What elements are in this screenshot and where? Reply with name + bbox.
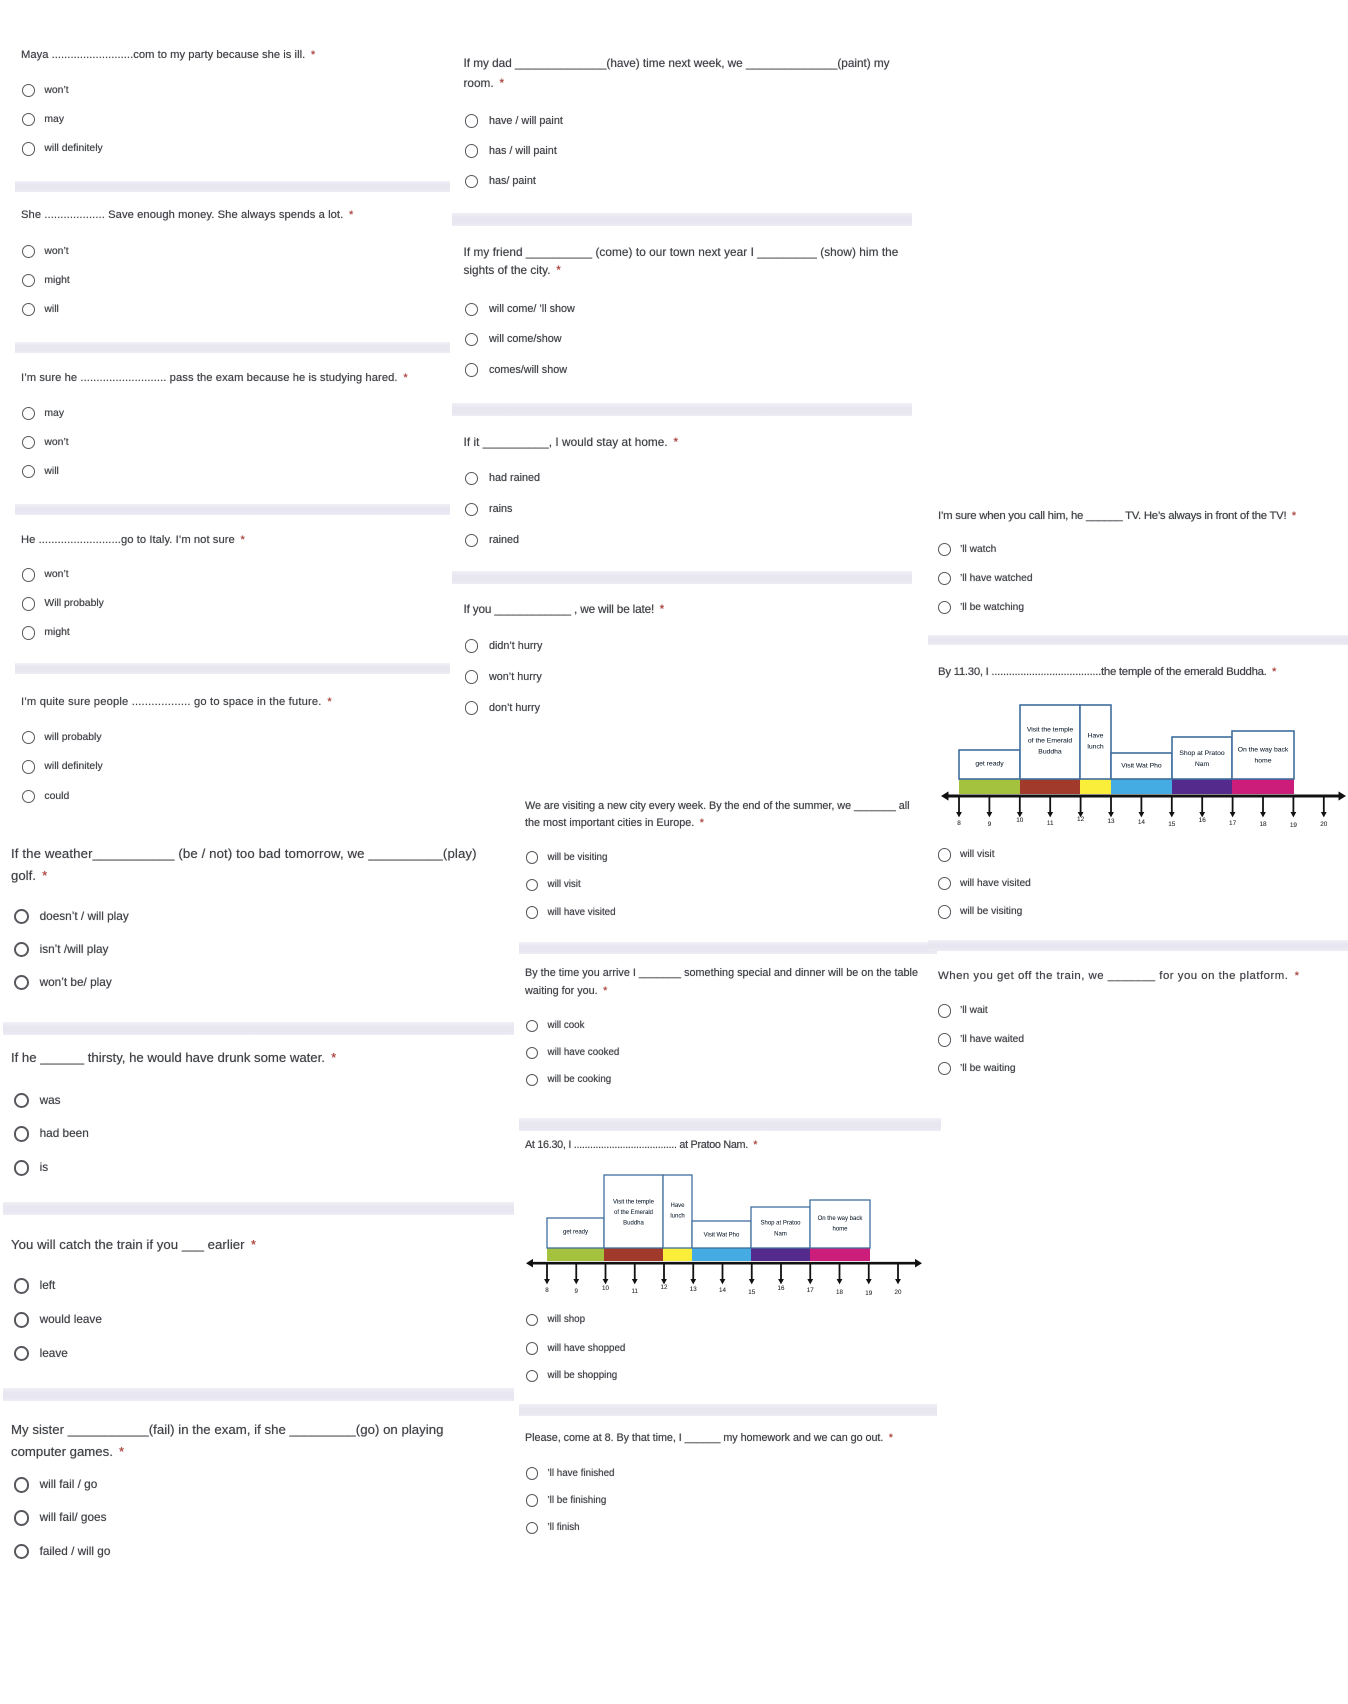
svg-text:8: 8: [545, 1287, 549, 1294]
svg-text:of the Emerald: of the Emerald: [614, 1210, 653, 1216]
svg-text:14: 14: [719, 1287, 726, 1294]
svg-text:Visit Wat Pho: Visit Wat Pho: [704, 1233, 740, 1239]
svg-text:9: 9: [575, 1288, 579, 1295]
svg-text:10: 10: [1016, 817, 1024, 824]
svg-text:Shop at Pratoo: Shop at Pratoo: [1179, 750, 1225, 757]
svg-text:15: 15: [748, 1289, 755, 1296]
svg-text:lunch: lunch: [1087, 744, 1103, 751]
svg-text:18: 18: [836, 1289, 843, 1296]
svg-text:Have: Have: [670, 1203, 685, 1209]
svg-text:home: home: [832, 1227, 848, 1233]
svg-text:19: 19: [865, 1290, 872, 1297]
svg-text:Visit the temple: Visit the temple: [613, 1200, 655, 1206]
svg-text:10: 10: [602, 1285, 609, 1292]
svg-text:11: 11: [1047, 820, 1054, 827]
svg-text:16: 16: [778, 1285, 785, 1292]
svg-text:lunch: lunch: [670, 1214, 684, 1220]
svg-text:On the way back: On the way back: [1238, 747, 1289, 754]
svg-text:9: 9: [988, 821, 992, 828]
svg-text:16: 16: [1199, 817, 1207, 824]
svg-text:Nam: Nam: [1195, 761, 1210, 768]
svg-text:Have: Have: [1088, 733, 1104, 740]
svg-text:15: 15: [1168, 821, 1176, 828]
svg-text:20: 20: [895, 1289, 902, 1296]
svg-text:On the way back: On the way back: [818, 1216, 864, 1222]
svg-text:Nam: Nam: [774, 1232, 787, 1238]
svg-text:Visit Wat Pho: Visit Wat Pho: [1121, 763, 1162, 770]
svg-text:12: 12: [661, 1284, 668, 1291]
svg-text:home: home: [1254, 758, 1271, 765]
svg-text:Buddha: Buddha: [623, 1221, 644, 1227]
svg-text:get ready: get ready: [975, 761, 1004, 768]
svg-text:get ready: get ready: [563, 1230, 588, 1236]
svg-text:13: 13: [1107, 818, 1115, 825]
svg-text:20: 20: [1320, 821, 1328, 828]
svg-text:19: 19: [1290, 822, 1298, 829]
svg-text:11: 11: [632, 1288, 639, 1295]
svg-text:Visit the temple: Visit the temple: [1027, 727, 1074, 734]
svg-text:17: 17: [1229, 820, 1237, 827]
svg-text:13: 13: [690, 1286, 697, 1293]
svg-text:Buddha: Buddha: [1038, 749, 1062, 756]
svg-text:12: 12: [1077, 816, 1085, 823]
svg-text:18: 18: [1259, 821, 1267, 828]
svg-text:14: 14: [1138, 819, 1146, 826]
svg-text:8: 8: [957, 820, 961, 827]
svg-text:of the Emerald: of the Emerald: [1028, 738, 1072, 745]
svg-text:17: 17: [807, 1287, 814, 1294]
svg-text:Shop at Pratoo: Shop at Pratoo: [760, 1221, 801, 1227]
